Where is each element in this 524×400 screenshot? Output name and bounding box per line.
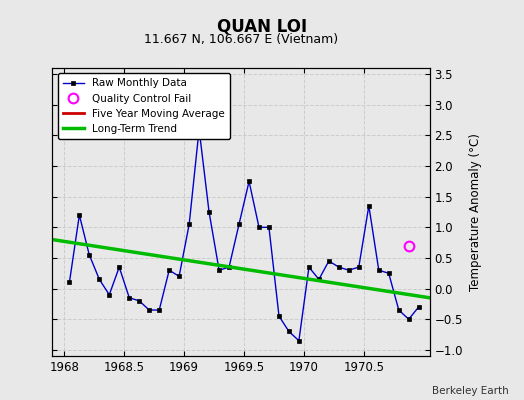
Raw Monthly Data <box>206 210 212 214</box>
Raw Monthly Data <box>196 127 202 132</box>
Raw Monthly Data <box>136 298 143 303</box>
Raw Monthly Data <box>346 268 352 273</box>
Raw Monthly Data <box>326 259 332 264</box>
Y-axis label: Temperature Anomaly (°C): Temperature Anomaly (°C) <box>468 133 482 291</box>
Raw Monthly Data <box>156 308 162 312</box>
Raw Monthly Data <box>96 277 103 282</box>
Raw Monthly Data <box>356 265 362 270</box>
Raw Monthly Data <box>306 265 312 270</box>
Raw Monthly Data <box>236 222 242 227</box>
Title: 11.667 N, 106.667 E (Vietnam): 11.667 N, 106.667 E (Vietnam) <box>144 33 338 46</box>
Raw Monthly Data <box>406 317 412 322</box>
Text: Berkeley Earth: Berkeley Earth <box>432 386 508 396</box>
Raw Monthly Data <box>116 265 123 270</box>
Raw Monthly Data <box>166 268 172 273</box>
Raw Monthly Data <box>416 304 422 309</box>
Text: QUAN LOI: QUAN LOI <box>217 18 307 36</box>
Raw Monthly Data <box>336 265 342 270</box>
Raw Monthly Data <box>186 222 192 227</box>
Raw Monthly Data <box>216 268 222 273</box>
Raw Monthly Data <box>126 295 133 300</box>
Legend: Raw Monthly Data, Quality Control Fail, Five Year Moving Average, Long-Term Tren: Raw Monthly Data, Quality Control Fail, … <box>58 73 230 139</box>
Raw Monthly Data <box>226 265 232 270</box>
Raw Monthly Data <box>256 225 262 230</box>
Raw Monthly Data <box>176 274 182 279</box>
Raw Monthly Data <box>316 277 322 282</box>
Raw Monthly Data <box>146 308 152 312</box>
Raw Monthly Data <box>296 338 302 343</box>
Raw Monthly Data <box>386 271 392 276</box>
Raw Monthly Data <box>376 268 382 273</box>
Raw Monthly Data <box>366 204 372 208</box>
Raw Monthly Data <box>266 225 272 230</box>
Raw Monthly Data <box>76 213 82 218</box>
Raw Monthly Data <box>106 292 113 297</box>
Raw Monthly Data <box>86 252 92 257</box>
Line: Raw Monthly Data: Raw Monthly Data <box>67 127 421 343</box>
Raw Monthly Data <box>276 314 282 318</box>
Raw Monthly Data <box>246 179 252 184</box>
Raw Monthly Data <box>396 308 402 312</box>
Raw Monthly Data <box>66 280 72 285</box>
Raw Monthly Data <box>286 329 292 334</box>
